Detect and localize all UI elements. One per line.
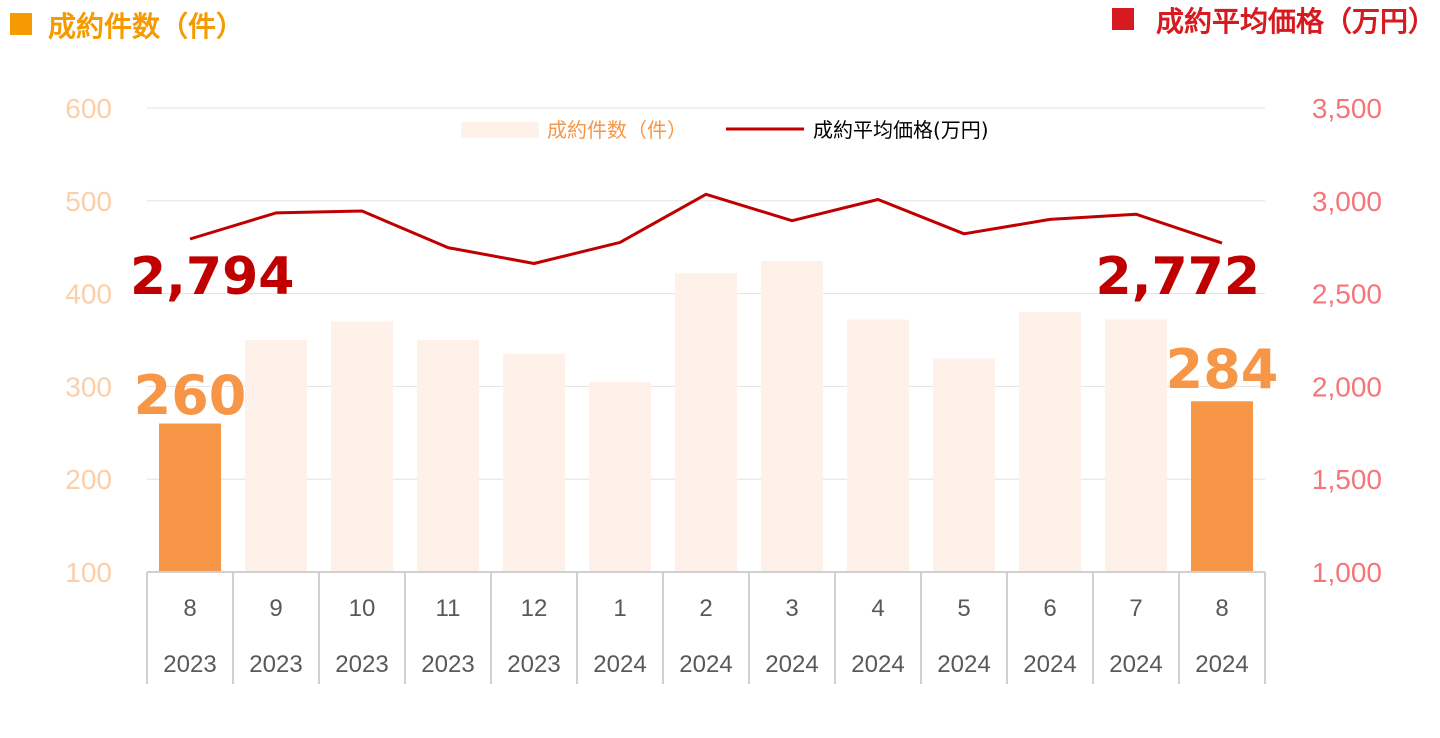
- x-month-label: 8: [1215, 595, 1228, 622]
- last-bar-value-label: 284: [1166, 338, 1279, 401]
- bar: [1191, 401, 1253, 572]
- right-axis-title: 成約平均価格（万円）: [1156, 5, 1436, 38]
- left-tick-label: 100: [65, 557, 112, 588]
- bar: [847, 319, 909, 572]
- left-axis-title: 成約件数（件）: [48, 10, 244, 43]
- bar: [245, 340, 307, 572]
- bar: [331, 321, 393, 572]
- legend-line-label: 成約平均価格(万円): [813, 118, 989, 142]
- left-tick-label: 400: [65, 279, 112, 310]
- first-bar-value-label: 260: [134, 364, 247, 427]
- x-year-label: 2024: [1195, 651, 1248, 678]
- x-year-label: 2023: [163, 651, 216, 678]
- x-year-label: 2024: [593, 651, 646, 678]
- right-tick-label: 1,500: [1312, 464, 1382, 495]
- x-month-label: 11: [436, 595, 461, 622]
- legend-bar-swatch: [461, 122, 539, 138]
- x-year-label: 2024: [851, 651, 904, 678]
- left-tick-label: 200: [65, 464, 112, 495]
- price-line: [189, 192, 1223, 265]
- bar: [933, 358, 995, 572]
- first-line-value-label: 2,794: [130, 247, 294, 307]
- x-month-label: 12: [521, 595, 548, 622]
- left-tick-label: 500: [65, 186, 112, 217]
- right-tick-label: 3,500: [1312, 93, 1382, 124]
- x-year-label: 2024: [937, 651, 990, 678]
- x-month-label: 7: [1129, 595, 1142, 622]
- x-month-label: 10: [349, 595, 376, 622]
- bar: [1105, 319, 1167, 572]
- right-tick-label: 1,000: [1312, 557, 1382, 588]
- right-tick-label: 2,500: [1312, 279, 1382, 310]
- right-tick-label: 2,000: [1312, 371, 1382, 402]
- x-month-label: 5: [957, 595, 970, 622]
- left-tick-label: 300: [65, 371, 112, 402]
- bar: [589, 381, 651, 572]
- last-line-value-label: 2,772: [1096, 247, 1260, 307]
- x-year-label: 2023: [335, 651, 388, 678]
- bar: [417, 340, 479, 572]
- left-tick-label: 600: [65, 93, 112, 124]
- x-year-label: 2023: [249, 651, 302, 678]
- x-month-label: 6: [1043, 595, 1056, 622]
- right-title-marker: [1112, 8, 1134, 30]
- x-year-label: 2023: [421, 651, 474, 678]
- bar: [503, 353, 565, 572]
- x-year-label: 2024: [679, 651, 732, 678]
- x-month-label: 9: [269, 595, 282, 622]
- x-month-label: 3: [785, 595, 798, 622]
- x-year-label: 2024: [1023, 651, 1076, 678]
- x-year-label: 2024: [1109, 651, 1162, 678]
- bar: [675, 273, 737, 572]
- x-month-label: 2: [699, 595, 712, 622]
- right-tick-label: 3,000: [1312, 186, 1382, 217]
- x-month-label: 8: [183, 595, 196, 622]
- bar: [159, 423, 221, 572]
- left-title-marker: [10, 13, 32, 35]
- x-year-label: 2023: [507, 651, 560, 678]
- x-month-label: 4: [871, 595, 884, 622]
- x-month-label: 1: [613, 595, 626, 622]
- x-year-label: 2024: [765, 651, 818, 678]
- bar: [1019, 312, 1081, 572]
- bar: [761, 261, 823, 572]
- legend-bar-label: 成約件数（件）: [547, 118, 687, 142]
